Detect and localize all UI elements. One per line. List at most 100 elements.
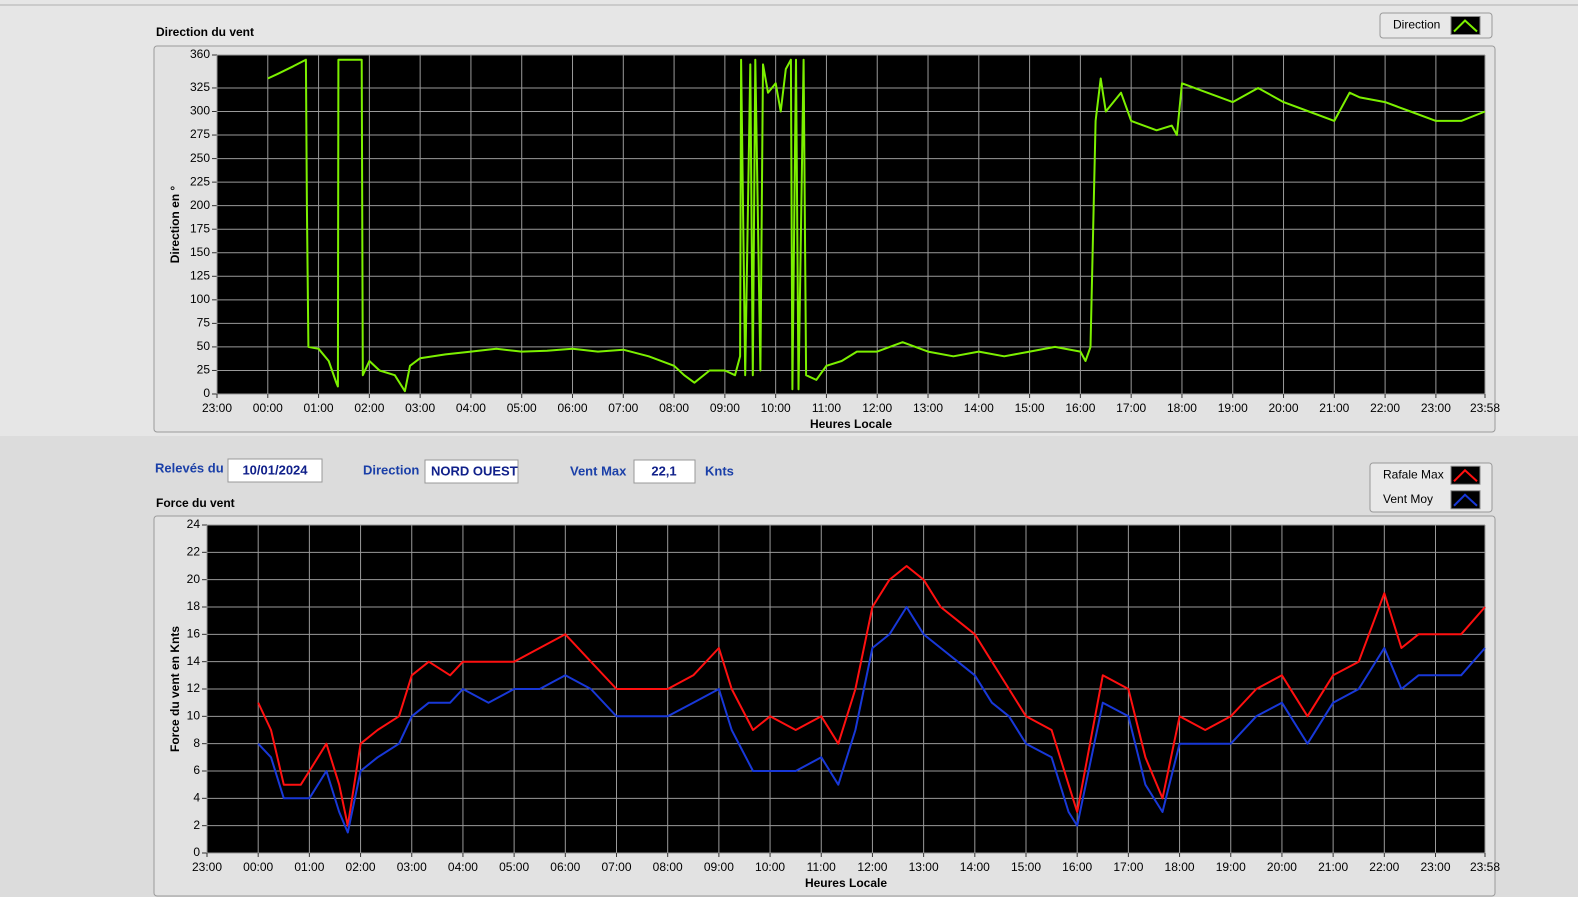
x-tick-label: 23:00 xyxy=(192,860,222,874)
y-tick-label: 24 xyxy=(187,517,201,531)
y-tick-label: 10 xyxy=(187,709,201,723)
y-tick-label: 360 xyxy=(190,47,210,61)
date-field[interactable] xyxy=(227,458,323,483)
y-tick-label: 2 xyxy=(193,818,200,832)
x-tick-label: 07:00 xyxy=(608,401,638,415)
y-tick-label: 14 xyxy=(187,654,201,668)
unit-label: Knts xyxy=(705,463,734,478)
legend-swatch-line xyxy=(1453,19,1478,33)
x-tick-label: 19:00 xyxy=(1218,401,1248,415)
x-tick-label: 20:00 xyxy=(1269,401,1299,415)
y-tick-label: 16 xyxy=(187,627,201,641)
x-tick-label: 20:00 xyxy=(1267,860,1297,874)
y-tick-label: 175 xyxy=(190,221,210,235)
y-tick-label: 100 xyxy=(190,292,210,306)
y-tick-label: 0 xyxy=(193,845,200,859)
x-tick-label: 17:00 xyxy=(1116,401,1146,415)
x-tick-label: 11:00 xyxy=(807,860,836,874)
y-tick-label: 4 xyxy=(193,791,200,805)
x-tick-label: 15:00 xyxy=(1015,401,1045,415)
x-tick-label: 06:00 xyxy=(550,860,580,874)
x-tick-label: 18:00 xyxy=(1165,860,1195,874)
legend-label: Direction xyxy=(1393,18,1440,32)
y-tick-label: 6 xyxy=(193,763,200,777)
x-tick-label: 09:00 xyxy=(710,401,740,415)
x-tick-label: 11:00 xyxy=(812,401,841,415)
x-tick-label: 23:00 xyxy=(1420,860,1450,874)
x-tick-label: 19:00 xyxy=(1216,860,1246,874)
y-tick-label: 12 xyxy=(187,681,201,695)
y-tick-label: 22 xyxy=(187,545,201,559)
max-field[interactable] xyxy=(633,459,696,484)
x-tick-label: 23:00 xyxy=(1421,401,1451,415)
x-axis-title: Heures Locale xyxy=(810,417,892,431)
x-tick-label: 23:58 xyxy=(1470,401,1500,415)
data-line xyxy=(267,58,1486,393)
max-value: 22,1 xyxy=(651,463,676,478)
x-tick-label: 12:00 xyxy=(857,860,887,874)
x-tick-label: 13:00 xyxy=(913,401,943,415)
x-tick-label: 21:00 xyxy=(1318,860,1348,874)
legend-swatch xyxy=(1450,465,1481,485)
x-tick-label: 01:00 xyxy=(304,401,334,415)
y-tick-label: 250 xyxy=(190,151,210,165)
x-tick-label: 05:00 xyxy=(507,401,537,415)
legend-swatch xyxy=(1450,490,1481,510)
x-tick-label: 01:00 xyxy=(294,860,324,874)
x-tick-label: 22:00 xyxy=(1370,401,1400,415)
x-tick-label: 04:00 xyxy=(448,860,478,874)
y-tick-label: 0 xyxy=(203,386,210,400)
x-tick-label: 23:58 xyxy=(1470,860,1500,874)
x-tick-label: 00:00 xyxy=(253,401,283,415)
x-tick-label: 05:00 xyxy=(499,860,529,874)
x-tick-label: 02:00 xyxy=(354,401,384,415)
legend-swatch-line xyxy=(1453,468,1478,482)
x-tick-label: 17:00 xyxy=(1113,860,1143,874)
x-tick-label: 18:00 xyxy=(1167,401,1197,415)
y-tick-label: 325 xyxy=(190,80,210,94)
legend-swatch-line xyxy=(1453,493,1478,507)
x-tick-label: 23:00 xyxy=(202,401,232,415)
x-tick-label: 16:00 xyxy=(1062,860,1092,874)
x-tick-label: 06:00 xyxy=(557,401,587,415)
x-tick-label: 10:00 xyxy=(755,860,785,874)
y-axis-title: Direction en ° xyxy=(168,186,182,264)
x-tick-label: 02:00 xyxy=(346,860,376,874)
x-tick-label: 07:00 xyxy=(601,860,631,874)
x-tick-label: 03:00 xyxy=(405,401,435,415)
x-tick-label: 04:00 xyxy=(456,401,486,415)
y-tick-label: 150 xyxy=(190,245,210,259)
x-tick-label: 09:00 xyxy=(704,860,734,874)
x-tick-label: 16:00 xyxy=(1065,401,1095,415)
y-tick-label: 25 xyxy=(197,363,211,377)
x-tick-label: 10:00 xyxy=(761,401,791,415)
x-tick-label: 13:00 xyxy=(909,860,939,874)
direction-value: NORD OUEST xyxy=(431,463,518,478)
x-tick-label: 12:00 xyxy=(862,401,892,415)
x-tick-label: 00:00 xyxy=(243,860,273,874)
x-tick-label: 22:00 xyxy=(1369,860,1399,874)
date-value: 10/01/2024 xyxy=(242,462,308,477)
y-tick-label: 125 xyxy=(190,268,210,282)
x-tick-label: 15:00 xyxy=(1011,860,1041,874)
y-tick-label: 18 xyxy=(187,599,201,613)
x-tick-label: 14:00 xyxy=(960,860,990,874)
chart-title: Force du vent xyxy=(156,496,235,510)
x-axis-title: Heures Locale xyxy=(805,876,887,890)
y-tick-label: 225 xyxy=(190,174,210,188)
legend-label: Rafale Max xyxy=(1383,467,1444,481)
chart-title: Direction du vent xyxy=(156,25,254,39)
date-label: Relevés du xyxy=(155,460,224,475)
y-tick-label: 50 xyxy=(197,339,211,353)
x-tick-label: 14:00 xyxy=(964,401,994,415)
y-tick-label: 300 xyxy=(190,104,210,118)
direction-field[interactable] xyxy=(424,459,519,484)
direction-label: Direction xyxy=(363,462,419,477)
max-label: Vent Max xyxy=(570,463,627,478)
y-tick-label: 200 xyxy=(190,198,210,212)
legend-swatch xyxy=(1450,16,1481,35)
x-tick-label: 08:00 xyxy=(659,401,689,415)
y-axis-title: Force du vent en Knts xyxy=(168,626,182,752)
y-tick-label: 275 xyxy=(190,127,210,141)
